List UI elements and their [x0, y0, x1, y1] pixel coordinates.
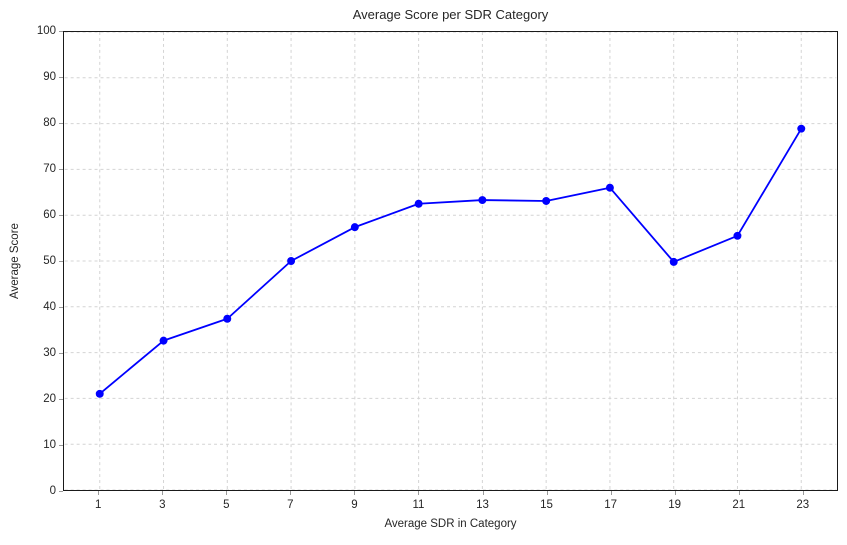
x-tick-label: 15: [540, 499, 553, 511]
data-point: [159, 336, 168, 345]
x-tick-mark: [738, 491, 740, 495]
y-tick-label: 20: [43, 393, 56, 405]
x-tick-mark: [482, 491, 484, 495]
y-tick-label: 0: [49, 485, 56, 497]
x-tick-label: 5: [223, 499, 230, 511]
chart-title: Average Score per SDR Category: [352, 7, 549, 22]
x-tick-label: 17: [604, 499, 617, 511]
data-point: [95, 389, 104, 398]
x-tick-label: 19: [668, 499, 682, 511]
y-tick-label: 100: [36, 25, 56, 37]
y-tick-label: 30: [43, 347, 56, 359]
y-tick-label: 70: [43, 163, 56, 175]
data-point: [733, 231, 742, 240]
x-tick-mark: [226, 491, 228, 495]
x-tick-mark: [98, 491, 100, 495]
y-tick-mark: [59, 169, 63, 170]
y-tick-mark: [59, 491, 63, 492]
data-point: [414, 199, 423, 208]
data-point: [350, 223, 359, 232]
data-line: [99, 128, 803, 395]
x-tick-mark: [162, 491, 164, 495]
x-tick-mark: [802, 491, 804, 495]
plot-canvas: [64, 32, 837, 490]
x-tick-label: 11: [412, 499, 425, 511]
x-tick-mark: [674, 491, 676, 495]
y-tick-mark: [59, 307, 63, 308]
x-tick-label: 21: [732, 499, 746, 511]
x-tick-mark: [290, 491, 292, 495]
x-tick-label: 7: [287, 499, 294, 511]
plot-area: [63, 31, 838, 491]
data-point: [669, 257, 678, 266]
y-tick-mark: [59, 123, 63, 124]
y-tick-mark: [59, 215, 63, 216]
x-tick-label: 1: [95, 499, 102, 511]
y-tick-mark: [59, 261, 63, 262]
y-tick-label: 40: [43, 301, 56, 313]
x-tick-mark: [418, 491, 420, 495]
data-point: [287, 257, 296, 265]
x-tick-mark: [354, 491, 356, 495]
y-tick-label: 50: [43, 255, 56, 267]
y-tick-label: 10: [43, 439, 56, 451]
data-point: [542, 196, 551, 205]
y-tick-mark: [59, 399, 63, 400]
data-point: [478, 196, 487, 205]
y-tick-label: 60: [43, 209, 56, 221]
data-point: [223, 314, 232, 323]
x-tick-mark: [610, 491, 612, 495]
y-tick-mark: [59, 445, 63, 446]
data-point: [797, 124, 806, 133]
x-axis-label: Average SDR in Category: [384, 518, 517, 530]
y-tick-label: 90: [43, 71, 56, 83]
x-tick-label: 3: [159, 499, 166, 511]
y-tick-label: 80: [43, 117, 56, 129]
data-point: [605, 183, 614, 192]
y-tick-mark: [59, 31, 63, 32]
y-tick-mark: [59, 77, 63, 78]
x-tick-label: 9: [351, 499, 358, 511]
x-tick-mark: [546, 491, 548, 495]
y-tick-mark: [59, 353, 63, 354]
x-tick-label: 13: [476, 499, 489, 511]
x-tick-label: 23: [796, 499, 810, 511]
